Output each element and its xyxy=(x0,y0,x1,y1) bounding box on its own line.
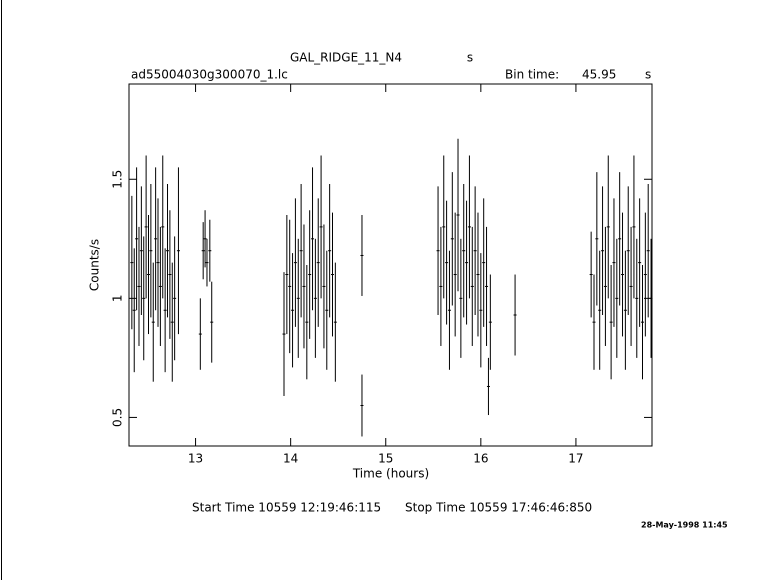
chart-title: GAL_RIDGE_11_N4 xyxy=(290,51,402,65)
date: 28-May-1998 11:45 xyxy=(641,521,728,530)
x-tick-label: 14 xyxy=(283,452,298,466)
start-time: Start Time 10559 12:19:46:115 xyxy=(192,501,381,515)
file-name: ad55004030g300070_1.lc xyxy=(131,68,288,82)
y-tick-label: 0.5 xyxy=(111,408,125,427)
plot-frame xyxy=(128,83,653,447)
y-tick-label: 1.5 xyxy=(111,170,125,189)
title-unit: s xyxy=(467,51,473,65)
x-tick-label: 17 xyxy=(568,452,583,466)
x-tick-label: 15 xyxy=(378,452,393,466)
y-tick-label: 1 xyxy=(111,295,125,303)
bin-time-label: Bin time: xyxy=(505,68,559,82)
bin-time-unit: s xyxy=(645,68,651,82)
bin-time: 45.95 xyxy=(582,68,616,82)
x-tick-label: 13 xyxy=(188,452,203,466)
stop-time: Stop Time 10559 17:46:46:850 xyxy=(405,501,592,515)
y-axis-label: Counts/s xyxy=(88,239,102,291)
x-tick-label: 16 xyxy=(473,452,488,466)
x-axis-label: Time (hours) xyxy=(352,467,429,481)
